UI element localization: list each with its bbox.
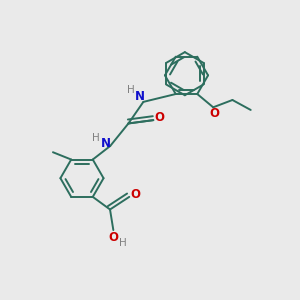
Text: O: O [108,231,118,244]
Text: H: H [119,238,127,248]
Text: O: O [154,111,164,124]
Text: H: H [127,85,135,95]
Text: O: O [209,107,219,120]
Text: O: O [130,188,140,201]
Text: N: N [100,137,110,150]
Text: H: H [92,133,100,143]
Text: N: N [134,90,144,104]
